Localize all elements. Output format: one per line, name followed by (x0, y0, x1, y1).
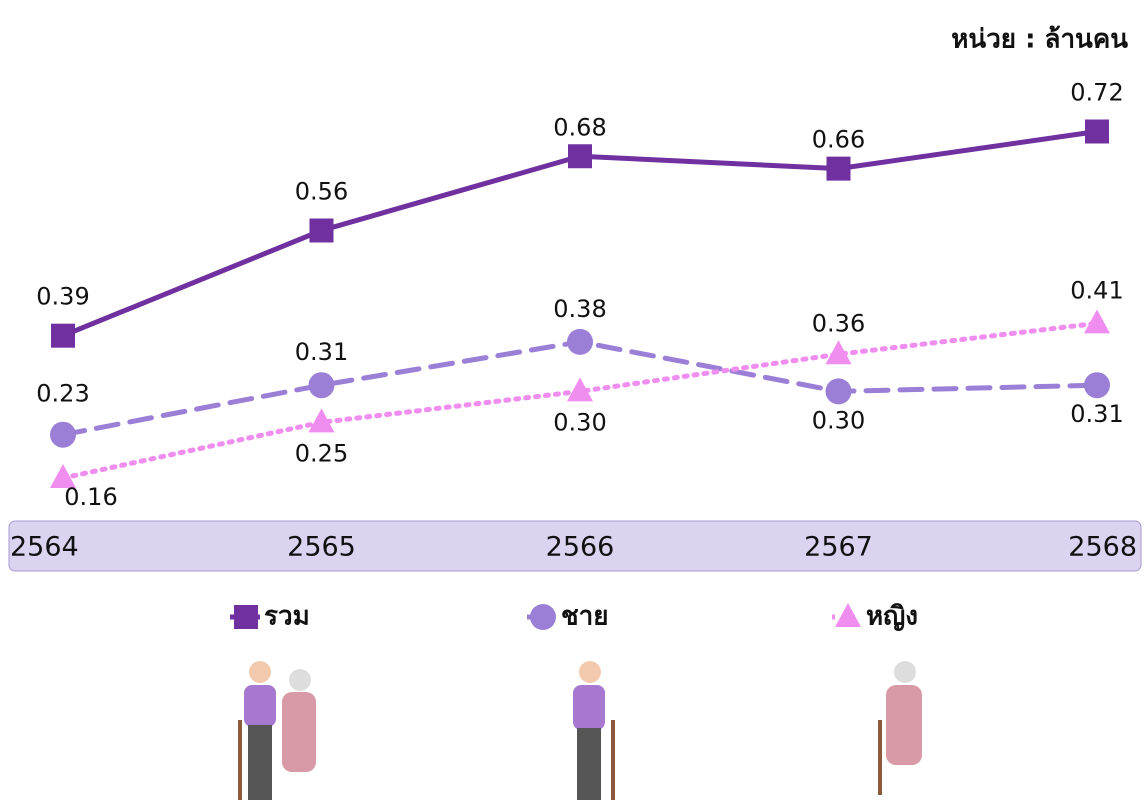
marker (1084, 309, 1110, 334)
marker (568, 144, 592, 169)
data-label: 0.25 (295, 439, 348, 467)
unit-label: หน่วย : ล้านคน (951, 25, 1128, 55)
marker (567, 377, 593, 402)
marker (308, 372, 335, 399)
x-tick-label: 2568 (1068, 532, 1137, 563)
data-label: 0.31 (1070, 400, 1123, 428)
x-axis-band (8, 520, 1142, 572)
legend-label: ชาย (561, 602, 608, 632)
marker (1084, 372, 1110, 399)
data-label: 0.38 (553, 295, 606, 323)
marker (826, 156, 851, 181)
marker (50, 464, 76, 488)
marker (50, 421, 76, 448)
marker (825, 378, 852, 405)
marker (1085, 119, 1109, 144)
marker (567, 328, 593, 355)
x-tick-label: 2564 (10, 532, 79, 563)
x-tick-label: 2565 (287, 532, 356, 563)
data-label: 0.16 (64, 483, 117, 511)
legend-label: รวม (264, 602, 310, 632)
data-label: 0.66 (812, 126, 865, 154)
data-label: 0.31 (295, 338, 348, 366)
x-tick-label: 2567 (804, 532, 873, 563)
data-label: 0.30 (812, 406, 865, 434)
illustrations (238, 661, 922, 800)
marker (530, 604, 556, 630)
data-label: 0.41 (1070, 276, 1123, 304)
marker (309, 218, 334, 243)
marker (234, 605, 258, 629)
legend-item: ชาย (527, 602, 608, 632)
data-label: 0.56 (295, 178, 348, 206)
x-tick-label: 2566 (546, 532, 615, 563)
legend-item: รวม (230, 602, 310, 632)
data-label: 0.72 (1070, 79, 1123, 107)
data-label: 0.23 (36, 380, 89, 408)
data-label: 0.68 (553, 113, 606, 141)
elderly-man (573, 661, 615, 800)
legend-item: หญิง (832, 602, 918, 632)
data-label: 0.36 (812, 309, 865, 337)
marker (308, 408, 335, 433)
data-label: 0.39 (36, 283, 89, 311)
marker (825, 340, 852, 365)
elderly-woman (878, 661, 922, 795)
marker (835, 603, 861, 627)
elderly-couple (238, 661, 316, 800)
legend-label: หญิง (866, 602, 918, 632)
marker (51, 323, 75, 348)
data-label: 0.30 (553, 408, 606, 436)
